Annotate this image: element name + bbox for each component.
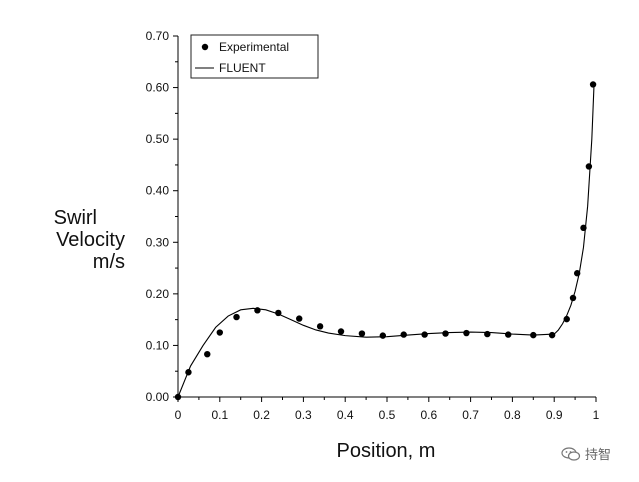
y-tick-label: 0.50 (146, 132, 170, 146)
legend: Experimental FLUENT (190, 34, 319, 79)
experimental-point (174, 393, 182, 401)
wechat-icon (561, 446, 581, 461)
x-tick-label: 0.7 (462, 408, 479, 422)
y-tick-label: 0.60 (146, 81, 170, 95)
experimental-point (185, 369, 192, 376)
experimental-point (505, 331, 512, 338)
experimental-point (400, 331, 407, 338)
y-tick-label: 0.00 (146, 390, 170, 404)
y-tick-label: 0.30 (146, 235, 170, 249)
experimental-point (296, 315, 303, 322)
experimental-series (174, 81, 597, 401)
legend-label-fluent: FLUENT (219, 61, 266, 75)
plot-axes (177, 36, 596, 398)
experimental-point (563, 315, 570, 323)
experimental-point (275, 309, 282, 317)
x-axis-ticks: 0 0.1 0.2 0.3 0.4 0.5 0.6 0.7 0.8 0.9 1 (175, 397, 600, 422)
experimental-point (585, 163, 593, 170)
y-axis-title-line-1: Swirl (54, 207, 97, 229)
experimental-point (463, 329, 470, 337)
experimental-point (548, 331, 556, 339)
x-tick-label: 1 (593, 408, 600, 422)
fluent-line (177, 87, 595, 398)
watermark-text: 持智 (585, 448, 612, 463)
experimental-point (580, 224, 587, 232)
experimental-point (204, 350, 211, 358)
fluent-series (177, 87, 595, 398)
experimental-point (589, 81, 597, 88)
x-tick-label: 0.6 (420, 408, 437, 422)
y-tick-label: 0.20 (146, 287, 170, 301)
experimental-point (316, 323, 324, 330)
x-tick-label: 0 (175, 408, 182, 422)
experimental-point (233, 313, 240, 321)
y-axis-title-line-3: m/s (93, 251, 125, 273)
x-tick-label: 0.3 (295, 408, 312, 422)
legend-label-experimental: Experimental (219, 40, 289, 54)
watermark: 持智 (561, 444, 611, 463)
x-tick-label: 0.1 (211, 408, 228, 422)
x-tick-label: 0.4 (337, 408, 354, 422)
y-tick-label: 0.10 (146, 338, 170, 352)
experimental-point (442, 330, 449, 337)
x-tick-label: 0.9 (546, 408, 563, 422)
experimental-point (530, 331, 537, 339)
y-tick-label: 0.40 (146, 184, 170, 198)
x-tick-label: 0.8 (504, 408, 521, 422)
x-axis-title: Position, m (337, 440, 436, 462)
x-tick-label: 0.5 (379, 408, 396, 422)
experimental-point (216, 329, 223, 336)
y-axis-ticks: 0.00 0.10 0.20 0.30 0.40 0.50 0.60 0.70 (146, 29, 178, 404)
experimental-point (484, 330, 491, 338)
experimental-point (358, 330, 366, 337)
experimental-point (337, 328, 345, 335)
y-axis-title-line-2: Velocity (56, 229, 125, 251)
legend-box (190, 34, 319, 79)
y-tick-label: 0.70 (146, 29, 170, 43)
x-tick-label: 0.2 (253, 408, 270, 422)
experimental-point (569, 294, 577, 302)
experimental-point (254, 307, 261, 314)
experimental-point (573, 270, 581, 277)
legend-marker-experimental (201, 43, 209, 51)
experimental-point (421, 331, 428, 338)
y-axis-title: Swirl Velocity m/s (54, 207, 125, 273)
experimental-point (379, 332, 387, 339)
